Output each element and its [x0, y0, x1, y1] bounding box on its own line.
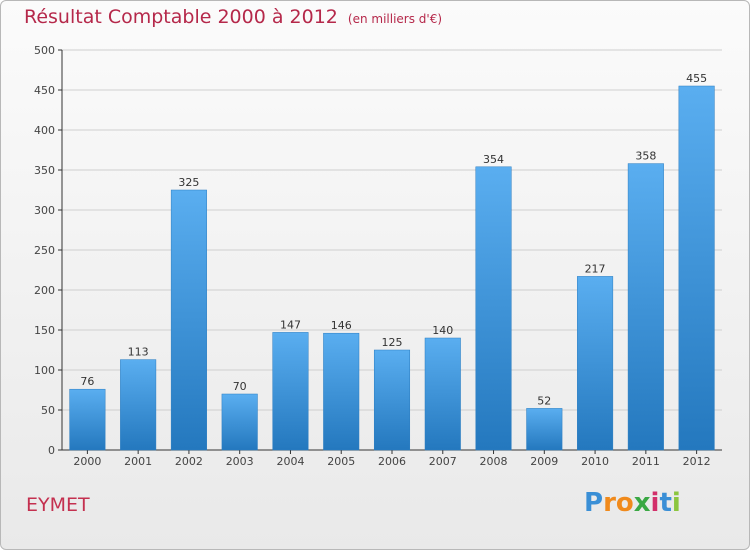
- logo-letter: t: [659, 488, 672, 518]
- logo-letter: x: [633, 488, 651, 518]
- x-tick-label-2009: 2009: [530, 455, 558, 468]
- x-tick-label-2001: 2001: [124, 455, 152, 468]
- bar-2012: [678, 85, 715, 451]
- y-tick-label: 0: [48, 444, 55, 457]
- bar-2008: [475, 166, 512, 451]
- bar-2002: [170, 189, 207, 451]
- y-tick-label: 100: [34, 364, 55, 377]
- value-label-2012: 455: [686, 72, 707, 85]
- x-tick-label-2005: 2005: [327, 455, 355, 468]
- y-tick-label: 500: [34, 44, 55, 57]
- x-tick-label-2003: 2003: [226, 455, 254, 468]
- x-tick-label-2002: 2002: [175, 455, 203, 468]
- logo-letter: i: [671, 488, 681, 518]
- chart-subtitle: (en milliers d'€): [347, 12, 443, 26]
- y-tick-label: 150: [34, 324, 55, 337]
- bar-2005: [323, 332, 360, 451]
- proxiti-logo[interactable]: Proxiti: [584, 488, 681, 518]
- x-tick-label-2000: 2000: [73, 455, 101, 468]
- bar-2009: [526, 408, 563, 451]
- value-label-2010: 217: [585, 262, 606, 275]
- value-label-2000: 76: [80, 375, 94, 388]
- value-label-2006: 125: [382, 336, 403, 349]
- y-tick-label: 250: [34, 244, 55, 257]
- x-tick-label-2011: 2011: [632, 455, 660, 468]
- x-tick-label-2007: 2007: [429, 455, 457, 468]
- x-tick-label-2008: 2008: [480, 455, 508, 468]
- value-label-2009: 52: [537, 394, 551, 407]
- bar-2001: [120, 359, 157, 451]
- bar-2010: [577, 276, 614, 451]
- y-tick-label: 450: [34, 84, 55, 97]
- bar-2011: [627, 163, 664, 451]
- value-label-2007: 140: [432, 324, 453, 337]
- value-label-2011: 358: [635, 150, 656, 163]
- value-label-2002: 325: [178, 176, 199, 189]
- y-tick-label: 350: [34, 164, 55, 177]
- x-tick-label-2004: 2004: [276, 455, 304, 468]
- value-label-2004: 147: [280, 318, 301, 331]
- chart-header: Résultat Comptable 2000 à 2012 (en millie…: [24, 6, 442, 28]
- bar-2000: [69, 388, 106, 451]
- chart-title: Résultat Comptable 2000 à 2012: [24, 6, 338, 28]
- bar-2003: [221, 393, 258, 451]
- bar-2006: [373, 349, 411, 451]
- x-tick-label-2006: 2006: [378, 455, 406, 468]
- logo-letter: i: [650, 488, 660, 518]
- place-name: EYMET: [26, 494, 90, 516]
- logo-letter: o: [615, 488, 634, 518]
- y-tick-label: 300: [34, 204, 55, 217]
- x-tick-label-2012: 2012: [683, 455, 711, 468]
- value-label-2008: 354: [483, 153, 504, 166]
- bar-2004: [272, 332, 309, 451]
- y-tick-label: 400: [34, 124, 55, 137]
- bar-2007: [424, 337, 461, 451]
- logo-letter: P: [584, 488, 604, 518]
- x-tick-label-2010: 2010: [581, 455, 609, 468]
- value-label-2003: 70: [233, 380, 247, 393]
- y-tick-label: 200: [34, 284, 55, 297]
- logo-letter: r: [603, 488, 616, 518]
- value-label-2001: 113: [128, 346, 149, 359]
- value-label-2005: 146: [331, 319, 352, 332]
- y-tick-label: 50: [41, 404, 55, 417]
